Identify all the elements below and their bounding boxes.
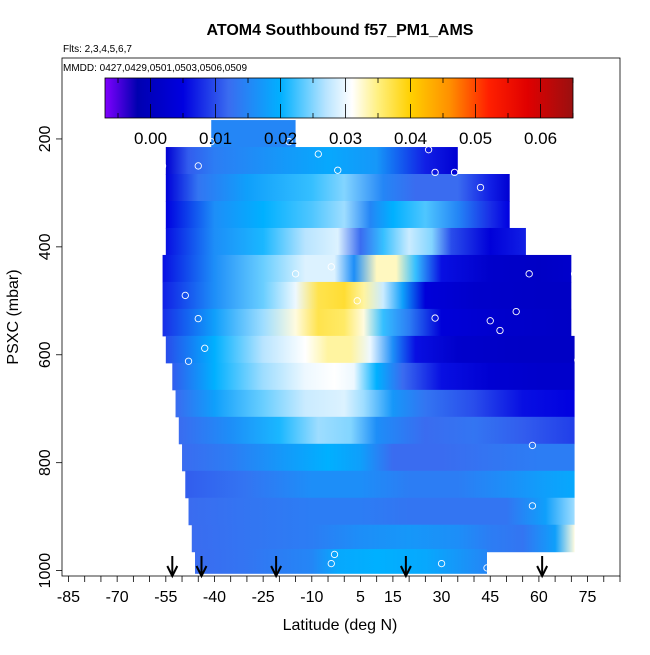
x-tick-label: -85 [57, 589, 80, 606]
sample-point [142, 310, 150, 318]
x-tick-label: 45 [481, 589, 499, 606]
sample-point [424, 146, 433, 154]
sample-point [314, 150, 322, 158]
x-tick-label: 60 [530, 589, 548, 606]
sample-point [437, 559, 446, 568]
colorbar: 0.00 0.01 0.02 0.03 0.04 0.05 0.06 [104, 77, 574, 148]
sample-point [285, 137, 293, 146]
sample-point [486, 317, 494, 325]
chart-title: ATOM4 Southbound f57_PM1_AMS [207, 22, 474, 39]
heatmap-row [162, 254, 572, 283]
plot-frame [61, 57, 621, 577]
y-tick-label: 400 [37, 233, 54, 260]
flights-note: Flts: 2,3,4,5,6,7 [63, 44, 132, 55]
sample-point [194, 314, 202, 323]
sample-point [512, 307, 520, 316]
x-tick-label: 30 [433, 589, 451, 606]
sample-point [184, 565, 193, 574]
colorbar-tick-label: 0.04 [394, 129, 427, 148]
sample-point [528, 441, 537, 450]
sample-point [577, 393, 585, 401]
colorbar-gradient [104, 77, 574, 119]
heatmap-row [172, 362, 575, 391]
sample-point [431, 314, 439, 322]
heatmap-row [185, 470, 575, 499]
sample-point [528, 502, 537, 510]
x-tick-label: -55 [154, 589, 177, 606]
y-tick-label: 600 [37, 341, 54, 368]
sample-point [525, 270, 533, 278]
y-axis: 200 400 600 800 1000 [37, 125, 62, 588]
heatmap-row [165, 147, 458, 175]
sample-point [450, 168, 459, 177]
sample-point [544, 213, 553, 221]
sample-point [431, 168, 439, 177]
sample-point [207, 137, 215, 146]
heatmap-row [182, 443, 575, 472]
x-tick-label: -25 [252, 589, 275, 606]
x-axis-label: Latitude (deg N) [283, 617, 398, 634]
heatmap-row [165, 174, 510, 202]
sample-point [541, 208, 550, 216]
sample-point [353, 297, 361, 305]
sample-point [574, 356, 582, 364]
heatmap-row [165, 200, 510, 229]
colorbar-tick-label: 0.06 [524, 129, 557, 148]
sample-point [181, 291, 189, 300]
x-tick-label: 15 [384, 589, 402, 606]
x-axis: -85 -70 -55 -40 -25 -10 5 15 30 45 60 75 [57, 576, 621, 606]
heatmap-row [165, 335, 575, 364]
x-tick-label: -10 [300, 589, 323, 606]
sample-point [201, 344, 209, 352]
x-tick-label: -70 [106, 589, 129, 606]
sample-point [496, 326, 504, 335]
sample-point [476, 183, 485, 192]
x-tick-label: 75 [579, 589, 597, 606]
sample-point [158, 162, 167, 170]
heatmap-row [195, 549, 487, 574]
plot-area [142, 120, 585, 579]
sample-point [184, 357, 193, 365]
heatmap-row [162, 308, 572, 337]
dates-note: MMDD: 0427,0429,0501,0503,0506,0509 [63, 63, 247, 74]
x-tick-label: -40 [203, 589, 226, 606]
x-tick-label: 5 [356, 589, 365, 606]
colorbar-tick-label: 0.05 [459, 129, 492, 148]
heatmap-row [211, 120, 296, 148]
colorbar-tick-label: 0.00 [134, 129, 167, 148]
sample-point [483, 564, 491, 572]
heatmap-row [178, 416, 575, 445]
y-tick-label: 200 [37, 125, 54, 152]
sample-point [291, 270, 300, 278]
colorbar-tick-label: 0.03 [329, 129, 362, 148]
sample-point [327, 263, 335, 271]
y-tick-label: 1000 [37, 553, 54, 589]
heatmap-row [165, 227, 526, 256]
colorbar-tick-label: 0.02 [264, 129, 297, 148]
sample-point [334, 166, 342, 174]
heatmap-row [162, 281, 572, 310]
heatmap-row [188, 497, 575, 526]
sample-point [570, 270, 579, 278]
sample-point [330, 550, 339, 559]
sample-point [327, 559, 335, 568]
flight-arrow [166, 556, 179, 579]
heatmap-row [175, 389, 575, 418]
flight-arrow [536, 556, 549, 579]
colorbar-tick-label: 0.01 [199, 129, 232, 148]
y-tick-label: 800 [37, 449, 54, 476]
heatmap-row [191, 524, 575, 553]
y-axis-label: PSXC (mbar) [5, 269, 22, 364]
sample-point [194, 162, 202, 170]
